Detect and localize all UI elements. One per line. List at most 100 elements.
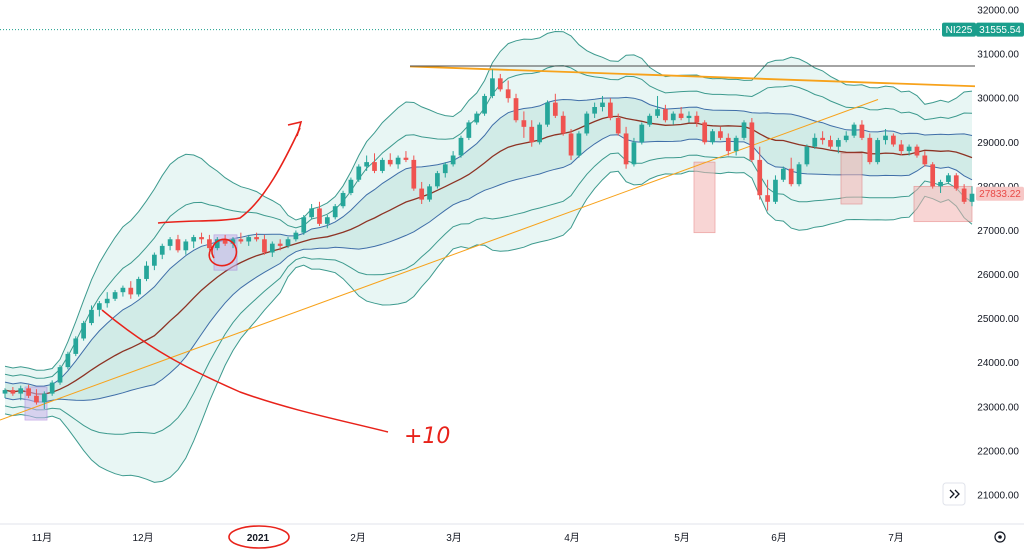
- candle: [497, 73, 503, 92]
- candle: [757, 146, 763, 200]
- y-tick-label: 21000.00: [977, 491, 1019, 502]
- candle-body: [277, 243, 283, 246]
- candle-body: [765, 195, 770, 202]
- candle: [380, 157, 385, 174]
- candle: [710, 129, 715, 145]
- candle: [804, 144, 810, 167]
- candle-body: [474, 113, 480, 123]
- candle-body: [293, 232, 299, 240]
- candle-body: [222, 239, 228, 244]
- candle: [655, 95, 660, 119]
- year-circle-annotation: [228, 525, 290, 549]
- candle: [623, 126, 629, 169]
- candle-body: [364, 162, 370, 167]
- candle: [702, 120, 708, 145]
- candle: [930, 162, 936, 189]
- candle: [607, 98, 613, 121]
- candle-body: [851, 124, 857, 136]
- candle-body: [961, 188, 967, 202]
- candle-body: [73, 338, 79, 354]
- candle: [812, 133, 818, 149]
- candle-body: [655, 109, 660, 116]
- candle-body: [482, 95, 487, 114]
- arrow-annotation: [157, 127, 301, 224]
- x-tick-label: 12月: [132, 532, 153, 544]
- candle: [631, 137, 637, 167]
- candle: [152, 252, 157, 271]
- candle: [568, 129, 574, 160]
- candle: [898, 140, 904, 156]
- candle: [175, 234, 181, 253]
- candle-body: [81, 323, 86, 339]
- y-tick-label: 24000.00: [977, 358, 1019, 369]
- candle: [120, 285, 126, 297]
- y-tick-label: 27000.00: [977, 226, 1019, 237]
- band-lower-3: [4, 170, 973, 483]
- candle-body: [568, 133, 574, 156]
- annotations: +10: [101, 120, 450, 549]
- candle-body: [883, 135, 888, 141]
- candle-body: [631, 142, 637, 165]
- candle: [521, 111, 527, 138]
- candle-body: [411, 159, 417, 189]
- candle: [718, 126, 723, 141]
- candle: [26, 384, 31, 398]
- candle-body: [26, 388, 31, 396]
- candle-body: [938, 181, 943, 187]
- candle-body: [529, 126, 535, 143]
- candle-body: [442, 164, 448, 174]
- candle-body: [639, 124, 645, 143]
- double-chevron-right-icon[interactable]: [942, 482, 966, 506]
- candle-body: [843, 135, 849, 141]
- candle-body: [513, 98, 519, 121]
- candle: [324, 215, 330, 229]
- candle-body: [725, 137, 731, 152]
- candle: [663, 104, 668, 123]
- last-price-label: 27833.22: [979, 189, 1021, 200]
- candle: [112, 289, 118, 301]
- candle-body: [183, 241, 189, 251]
- candle: [788, 157, 794, 187]
- candle: [293, 230, 299, 242]
- candle-body: [710, 131, 715, 143]
- candle: [505, 80, 511, 103]
- candle-body: [702, 122, 708, 143]
- candle: [780, 166, 786, 182]
- candle-body: [450, 155, 456, 165]
- chart-controls[interactable]: [942, 482, 1006, 543]
- candles: [2, 69, 975, 410]
- candle-body: [600, 102, 605, 107]
- candle-body: [458, 137, 464, 156]
- candle: [474, 111, 480, 125]
- candle: [765, 179, 770, 211]
- candle-body: [356, 166, 362, 180]
- candle: [262, 234, 267, 255]
- candle: [851, 122, 857, 138]
- candle: [65, 351, 71, 370]
- candle: [73, 336, 79, 357]
- candle: [285, 237, 291, 249]
- band-upper-2: [4, 65, 973, 379]
- candle: [191, 234, 197, 249]
- band-upper-3: [4, 30, 973, 371]
- candle: [592, 102, 597, 119]
- candle: [914, 144, 920, 158]
- candle: [199, 232, 204, 244]
- candle-body: [741, 122, 747, 138]
- candle: [773, 175, 778, 204]
- candle-body: [348, 179, 354, 193]
- candle-body: [733, 137, 739, 152]
- candle-body: [340, 192, 346, 207]
- gear-icon[interactable]: [994, 531, 1006, 543]
- candle: [875, 137, 881, 165]
- candle: [222, 234, 228, 246]
- candle: [144, 261, 149, 282]
- candle: [10, 386, 16, 396]
- candle: [820, 131, 825, 145]
- time-axis[interactable]: 11月 12月 2021 2月 3月 4月 5月 6月 7月: [0, 523, 1024, 544]
- candle-body: [757, 159, 763, 196]
- candle-body: [718, 131, 723, 138]
- price-axis[interactable]: 32000.0031000.0030000.0029000.0028000.00…: [977, 6, 1019, 502]
- candle-body: [435, 173, 440, 187]
